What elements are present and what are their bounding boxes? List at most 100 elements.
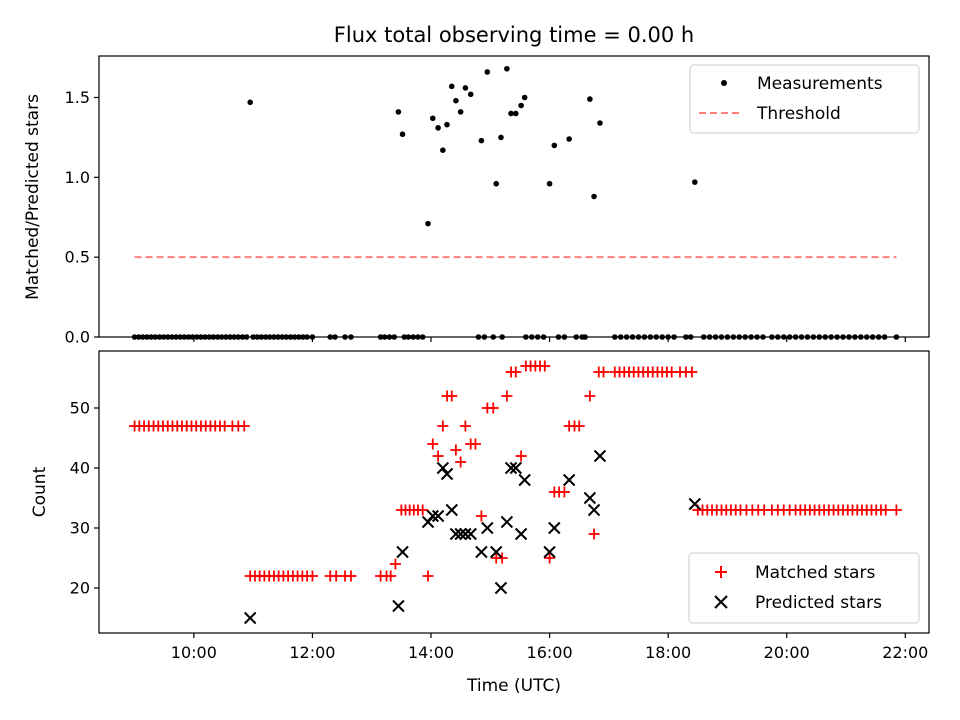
- predicted-star-point: [562, 473, 576, 487]
- measurement-point: [300, 334, 306, 340]
- measurement-point: [348, 334, 354, 340]
- matched-star-point: [686, 366, 698, 378]
- measurement-point: [792, 334, 799, 340]
- measurement-point: [327, 334, 334, 340]
- predicted-star-point: [449, 527, 463, 541]
- measurement-point: [692, 179, 698, 185]
- matched-star-point: [501, 390, 513, 402]
- measurement-point: [419, 334, 426, 340]
- predicted-star-point: [518, 473, 531, 487]
- measurement-point: [462, 85, 469, 91]
- measurement-point: [478, 137, 485, 144]
- measurement-point: [712, 334, 719, 340]
- measurement-point: [490, 334, 497, 340]
- predicted-star-point: [464, 527, 477, 541]
- measurement-point: [444, 121, 450, 128]
- measurement-point: [546, 180, 553, 187]
- measurement-point: [173, 334, 179, 340]
- top-legend: Measurements Threshold: [689, 64, 920, 134]
- measurement-point: [291, 334, 298, 340]
- bottom-xtick-label: 20:00: [764, 643, 810, 662]
- measurement-point: [231, 334, 237, 340]
- measurement-point: [671, 334, 677, 340]
- measurement-point: [653, 334, 660, 340]
- bottom-y-axis-label: Count: [30, 466, 50, 517]
- measurement-point: [194, 334, 200, 340]
- bottom-xticks-layer: 10:00 12:00 14:00 16:00 18:00 20:00 22:00: [171, 633, 928, 662]
- matched-star-point: [515, 450, 527, 462]
- measurement-point: [523, 334, 529, 340]
- measurement-point: [283, 334, 290, 340]
- measurement-point: [528, 334, 535, 340]
- matched-star-point: [422, 570, 434, 582]
- measurement-point: [724, 334, 731, 340]
- matched-star-point: [558, 486, 570, 498]
- measurement-point: [742, 334, 749, 340]
- matched-star-point: [385, 570, 397, 582]
- measurement-point: [210, 334, 217, 340]
- matched-star-point: [432, 450, 444, 462]
- bottom-panel: 20 30 40 50 10:00 12:00 14:00 16:00 18:00 20:00 2…: [30, 350, 930, 696]
- measurement-point: [635, 334, 642, 340]
- predicted-star-point: [454, 527, 467, 541]
- measurement-point: [493, 180, 500, 187]
- matched-star-point: [437, 420, 449, 432]
- bottom-ytick-label: 30: [70, 519, 90, 538]
- bottom-x-axis-label: Time (UTC): [466, 676, 561, 696]
- measurement-point: [508, 110, 514, 117]
- predicted-star-point: [509, 461, 522, 475]
- predicted-star-point: [440, 467, 454, 481]
- matched-star-point: [539, 360, 551, 372]
- measurement-point: [498, 134, 504, 141]
- measurement-point: [440, 147, 446, 153]
- measurement-point: [239, 334, 246, 340]
- predicted-star-point: [481, 521, 494, 535]
- measurement-point: [227, 334, 233, 340]
- bottom-xtick-label: 16:00: [527, 643, 573, 662]
- top-ytick-label: 0.0: [65, 328, 90, 347]
- measurement-point: [279, 334, 285, 340]
- measurement-point: [271, 334, 277, 340]
- matched-star-point: [510, 366, 522, 378]
- measurement-point: [415, 334, 421, 340]
- measurement-point: [561, 334, 568, 340]
- measurement-point: [160, 334, 167, 340]
- matched-star-point: [544, 552, 556, 564]
- measurement-point: [342, 334, 348, 340]
- measurement-point: [295, 334, 302, 340]
- measurement-point: [235, 334, 242, 340]
- measurement-point: [453, 97, 459, 104]
- measurement-point: [700, 334, 707, 340]
- measurement-point: [262, 334, 269, 340]
- matched-star-point: [417, 504, 429, 516]
- measurement-point: [582, 334, 588, 340]
- top-points-layer: [131, 65, 900, 340]
- measurement-point: [551, 142, 558, 149]
- matched-star-point: [890, 504, 902, 516]
- measurement-point: [617, 334, 624, 340]
- measurement-point: [258, 334, 265, 340]
- measurement-point: [775, 334, 781, 340]
- measurement-point: [243, 334, 250, 340]
- measurement-point: [852, 334, 858, 340]
- measurement-point: [457, 109, 464, 115]
- measurement-point: [591, 193, 597, 200]
- measurement-point: [144, 334, 150, 340]
- bottom-yticks-layer: 20 30 40 50: [70, 399, 99, 598]
- measurement-point: [169, 334, 175, 340]
- measurement-point: [736, 334, 743, 340]
- matched-star-point: [598, 366, 610, 378]
- measurement-point: [275, 334, 281, 340]
- top-ytick-label: 1.0: [65, 168, 90, 187]
- measurement-point: [504, 65, 510, 72]
- measurement-point: [448, 83, 455, 90]
- measurement-point: [587, 96, 593, 102]
- measurement-point: [250, 334, 256, 340]
- measurement-point: [206, 334, 213, 340]
- top-legend-box: [689, 64, 920, 134]
- bottom-plot-frame: [98, 350, 930, 634]
- matched-star-point: [306, 570, 318, 582]
- measurement-point: [381, 334, 388, 340]
- measurement-point: [401, 334, 408, 340]
- measurement-point: [760, 334, 766, 340]
